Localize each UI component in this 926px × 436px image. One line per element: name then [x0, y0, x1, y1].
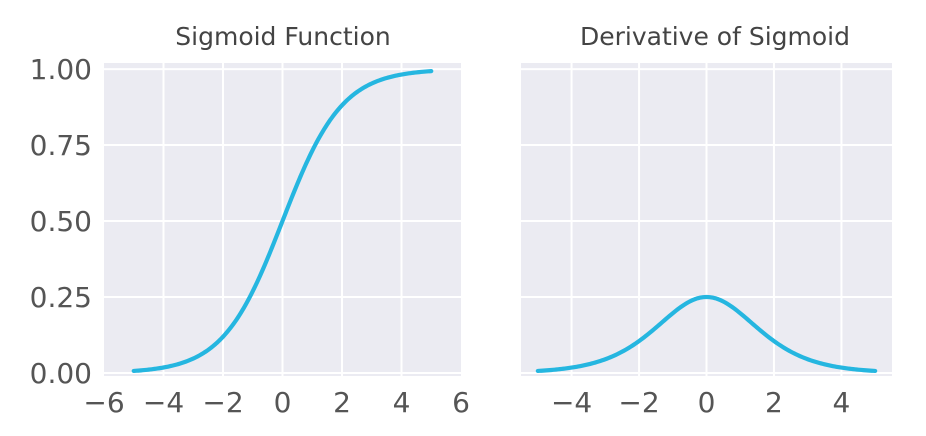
sigmoid-y-tick-label: 0.25: [30, 281, 92, 314]
sigmoid-data-point: [400, 73, 404, 77]
sigmoid-x-tick-labels: −6 −4 −2 0 2 4 6: [83, 386, 470, 419]
derivative-data-point: [536, 369, 540, 373]
sigmoid-data-point: [191, 357, 195, 361]
derivative-x-tick-label: 4: [832, 386, 850, 419]
derivative-data-point: [772, 339, 776, 343]
sigmoid-data-point: [310, 149, 314, 153]
derivative-data-point: [637, 339, 641, 343]
sigmoid-y-tick-label: 1.00: [30, 53, 92, 86]
sigmoid-series-line: [131, 69, 434, 374]
derivative-data-point: [839, 366, 843, 370]
derivative-grid: [521, 63, 892, 376]
derivative-x-tick-label: 2: [765, 386, 783, 419]
sigmoid-x-tick-label: 6: [452, 386, 470, 419]
derivative-data-point: [738, 311, 742, 315]
sigmoid-x-tick-label: 4: [393, 386, 411, 419]
sigmoid-y-tick-labels: 0.00 0.25 0.50 0.75 1.00: [30, 53, 92, 390]
sigmoid-y-tick-label: 0.50: [30, 205, 92, 238]
sigmoid-data-point: [221, 335, 225, 339]
sigmoid-x-tick-label: 2: [333, 386, 351, 419]
sigmoid-x-tick-label: −2: [202, 386, 243, 419]
derivative-series-line: [535, 294, 878, 374]
sigmoid-data-point: [281, 219, 285, 223]
sigmoid-data-point: [162, 365, 166, 369]
sigmoid-x-tick-label: −4: [143, 386, 184, 419]
derivative-data-point: [705, 295, 709, 299]
sigmoid-y-tick-label: 0.00: [30, 357, 92, 390]
derivative-title: Derivative of Sigmoid: [580, 22, 850, 51]
sigmoid-data-point: [340, 103, 344, 107]
derivative-data-point: [570, 366, 574, 370]
sigmoid-panel: Sigmoid Function −6 −4 −2 0 2 4 6 0.00 0.25 0.50…: [30, 22, 470, 419]
derivative-panel: Derivative of Sigmoid −4 −2 0 2 4: [521, 22, 892, 419]
sigmoid-data-point: [251, 289, 255, 293]
sigmoid-y-tick-label: 0.75: [30, 129, 92, 162]
derivative-data-point: [603, 357, 607, 361]
derivative-x-tick-label: −4: [551, 386, 592, 419]
sigmoid-data-point: [132, 369, 136, 373]
sigmoid-x-tick-label: −6: [83, 386, 124, 419]
derivative-data-point: [671, 311, 675, 315]
sigmoid-title: Sigmoid Function: [175, 22, 390, 51]
derivative-data-point: [873, 369, 877, 373]
derivative-x-tick-label: 0: [698, 386, 716, 419]
derivative-x-tick-label: −2: [618, 386, 659, 419]
derivative-x-tick-labels: −4 −2 0 2 4: [551, 386, 850, 419]
sigmoid-data-point: [429, 69, 433, 73]
sigmoid-data-point: [370, 81, 374, 85]
sigmoid-x-tick-label: 0: [274, 386, 292, 419]
derivative-data-point: [806, 357, 810, 361]
